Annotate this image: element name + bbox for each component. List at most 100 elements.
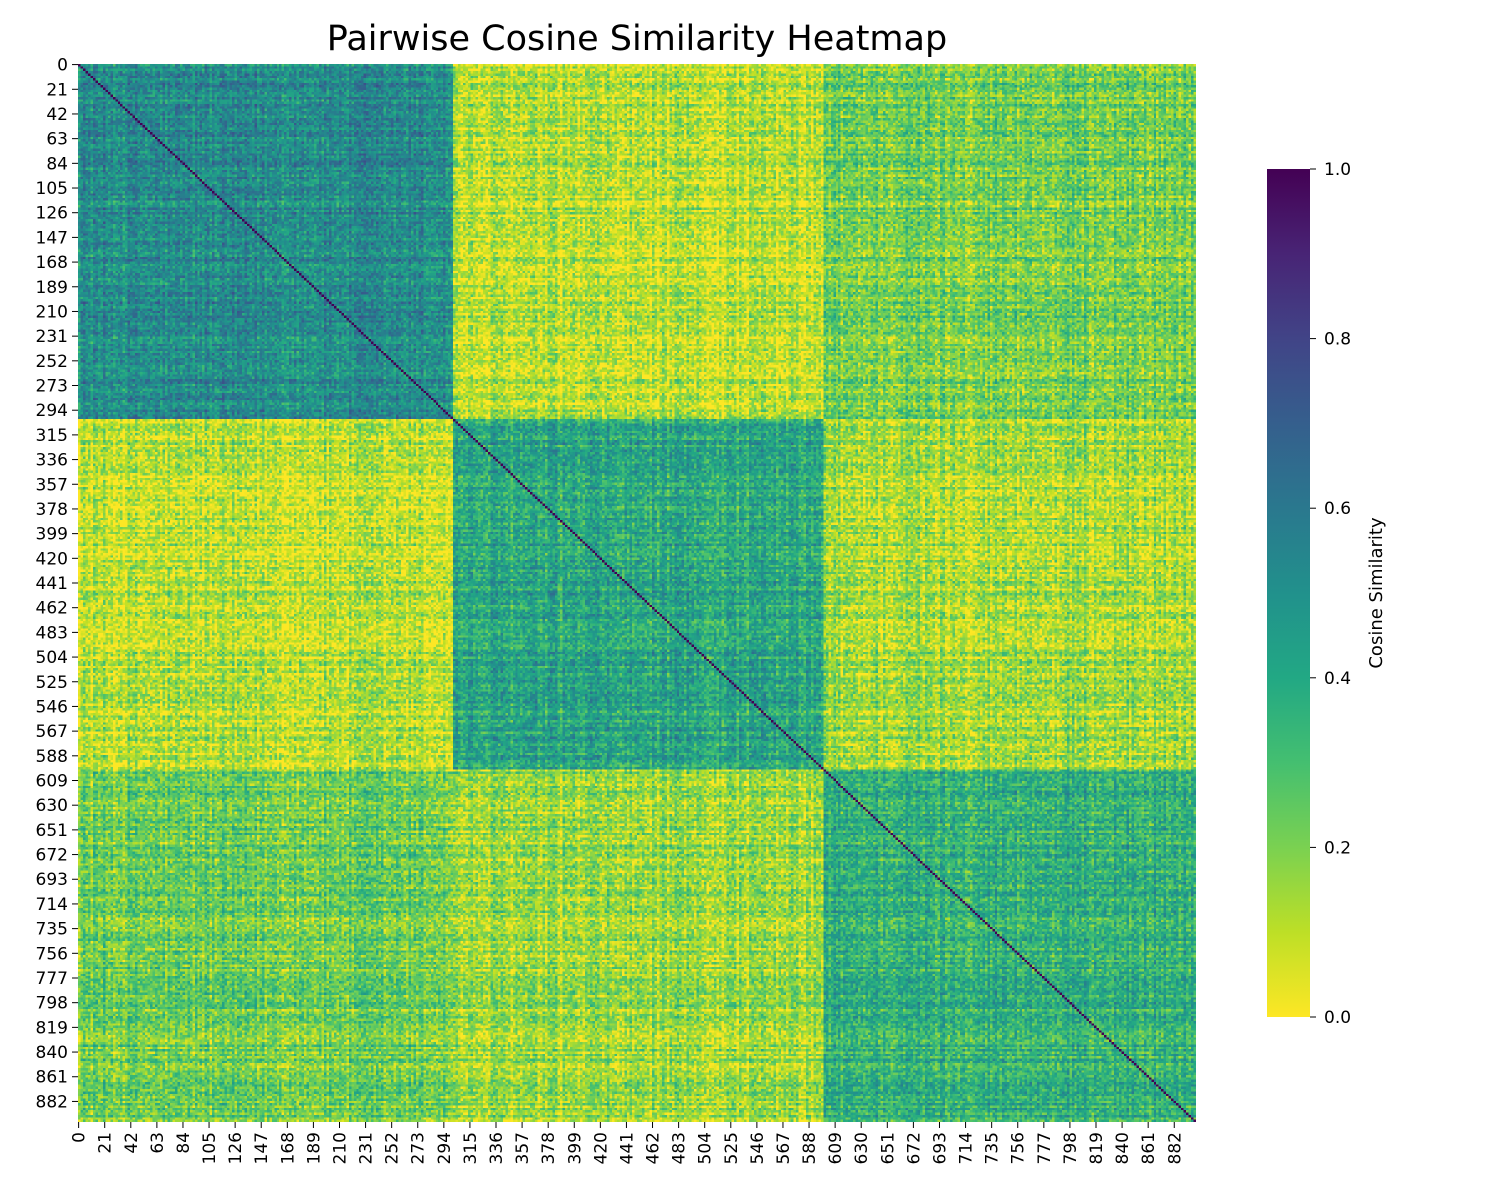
heatmap-plot-area bbox=[78, 64, 1196, 1122]
x-tick-label: 693 bbox=[930, 1132, 950, 1164]
colorbar-tick-label: 1.0 bbox=[1324, 160, 1351, 180]
y-tick-label: 756 bbox=[36, 944, 68, 964]
y-tick-label: 273 bbox=[36, 377, 68, 397]
x-tick-label: 399 bbox=[565, 1132, 585, 1164]
y-axis-ticks: 0 21 42 63 84 105 126 147 168 189 210 231 252 273 294 3… bbox=[36, 56, 78, 1112]
y-tick-label: 231 bbox=[36, 327, 68, 347]
x-tick-label: 231 bbox=[357, 1132, 377, 1164]
y-tick-label: 42 bbox=[46, 105, 68, 125]
x-tick-label: 672 bbox=[904, 1132, 924, 1164]
x-tick-label: 525 bbox=[722, 1132, 742, 1164]
colorbar-tick-label: 0.8 bbox=[1324, 330, 1351, 350]
y-tick-label: 609 bbox=[36, 772, 68, 792]
y-tick-label: 861 bbox=[36, 1068, 68, 1088]
x-tick-label: 378 bbox=[539, 1132, 559, 1164]
y-tick-label: 420 bbox=[36, 549, 68, 569]
x-tick-label: 84 bbox=[174, 1132, 194, 1154]
y-tick-label: 462 bbox=[36, 599, 68, 619]
chart-title: Pairwise Cosine Similarity Heatmap bbox=[327, 19, 947, 59]
x-tick-label: 420 bbox=[591, 1132, 611, 1164]
x-tick-label: 273 bbox=[409, 1132, 429, 1164]
x-tick-label: 588 bbox=[800, 1132, 820, 1164]
y-tick-label: 336 bbox=[36, 451, 68, 471]
y-tick-label: 105 bbox=[36, 179, 68, 199]
y-tick-label: 378 bbox=[36, 500, 68, 520]
x-tick-label: 126 bbox=[226, 1132, 246, 1164]
x-tick-label: 189 bbox=[304, 1132, 324, 1164]
y-tick-label: 735 bbox=[36, 920, 68, 940]
x-tick-label: 714 bbox=[957, 1132, 977, 1164]
y-tick-label: 651 bbox=[36, 821, 68, 841]
x-tick-label: 651 bbox=[878, 1132, 898, 1164]
y-tick-label: 882 bbox=[36, 1092, 68, 1112]
x-tick-label: 42 bbox=[122, 1132, 142, 1154]
colorbar bbox=[1267, 169, 1310, 1017]
x-tick-label: 210 bbox=[330, 1132, 350, 1164]
x-tick-label: 756 bbox=[1009, 1132, 1029, 1164]
colorbar-tick-label: 0.0 bbox=[1324, 1008, 1351, 1028]
y-tick-label: 63 bbox=[46, 130, 68, 150]
x-tick-label: 735 bbox=[983, 1132, 1003, 1164]
x-tick-label: 567 bbox=[774, 1132, 794, 1164]
colorbar-tick-label: 0.6 bbox=[1324, 499, 1351, 519]
y-tick-label: 399 bbox=[36, 525, 68, 545]
y-tick-label: 567 bbox=[36, 722, 68, 742]
x-tick-label: 147 bbox=[252, 1132, 272, 1164]
y-tick-label: 441 bbox=[36, 574, 68, 594]
x-axis-ticks: 0 21 42 63 84 105 126 147 168 189 210 231 252 273 294 3… bbox=[70, 1122, 1185, 1164]
x-tick-label: 105 bbox=[200, 1132, 220, 1164]
x-tick-label: 504 bbox=[696, 1132, 716, 1164]
x-tick-label: 21 bbox=[96, 1132, 116, 1154]
x-tick-label: 357 bbox=[513, 1132, 533, 1164]
y-tick-label: 84 bbox=[46, 154, 68, 174]
x-tick-label: 882 bbox=[1165, 1132, 1185, 1164]
y-tick-label: 483 bbox=[36, 623, 68, 643]
x-tick-label: 0 bbox=[70, 1132, 90, 1143]
y-tick-label: 168 bbox=[36, 253, 68, 273]
x-tick-label: 777 bbox=[1035, 1132, 1055, 1164]
y-tick-label: 588 bbox=[36, 747, 68, 767]
x-tick-label: 609 bbox=[826, 1132, 846, 1164]
y-tick-label: 189 bbox=[36, 278, 68, 298]
y-tick-label: 798 bbox=[36, 994, 68, 1014]
x-tick-label: 462 bbox=[644, 1132, 664, 1164]
colorbar-ticks: 0.0 0.2 0.4 0.6 0.8 1.0 bbox=[1310, 160, 1351, 1028]
colorbar-tick-label: 0.2 bbox=[1324, 838, 1351, 858]
x-tick-label: 315 bbox=[461, 1132, 481, 1164]
x-tick-label: 441 bbox=[617, 1132, 637, 1164]
y-tick-label: 315 bbox=[36, 426, 68, 446]
y-tick-label: 252 bbox=[36, 352, 68, 372]
y-tick-label: 546 bbox=[36, 697, 68, 717]
x-tick-label: 630 bbox=[852, 1132, 872, 1164]
x-tick-label: 168 bbox=[278, 1132, 298, 1164]
x-tick-label: 546 bbox=[748, 1132, 768, 1164]
x-tick-label: 840 bbox=[1113, 1132, 1133, 1164]
y-tick-label: 504 bbox=[36, 648, 68, 668]
y-tick-label: 147 bbox=[36, 228, 68, 248]
x-tick-label: 798 bbox=[1061, 1132, 1081, 1164]
y-tick-label: 777 bbox=[36, 969, 68, 989]
y-tick-label: 126 bbox=[36, 204, 68, 224]
y-tick-label: 714 bbox=[36, 895, 68, 915]
x-tick-label: 294 bbox=[435, 1132, 455, 1164]
colorbar-label: Cosine Similarity bbox=[1366, 517, 1387, 669]
y-tick-label: 21 bbox=[46, 80, 68, 100]
y-tick-label: 525 bbox=[36, 673, 68, 693]
x-tick-label: 483 bbox=[670, 1132, 690, 1164]
y-tick-label: 693 bbox=[36, 870, 68, 890]
y-tick-label: 672 bbox=[36, 846, 68, 866]
x-tick-label: 336 bbox=[487, 1132, 507, 1164]
y-tick-label: 819 bbox=[36, 1018, 68, 1038]
colorbar-tick-label: 0.4 bbox=[1324, 669, 1351, 689]
x-tick-label: 63 bbox=[148, 1132, 168, 1154]
y-tick-label: 630 bbox=[36, 796, 68, 816]
x-tick-label: 861 bbox=[1139, 1132, 1159, 1164]
y-tick-label: 840 bbox=[36, 1043, 68, 1063]
y-tick-label: 0 bbox=[57, 56, 68, 76]
x-tick-label: 252 bbox=[383, 1132, 403, 1164]
heatmap-canvas bbox=[78, 64, 1196, 1122]
y-tick-label: 294 bbox=[36, 401, 68, 421]
x-tick-label: 819 bbox=[1087, 1132, 1107, 1164]
y-tick-label: 357 bbox=[36, 475, 68, 495]
